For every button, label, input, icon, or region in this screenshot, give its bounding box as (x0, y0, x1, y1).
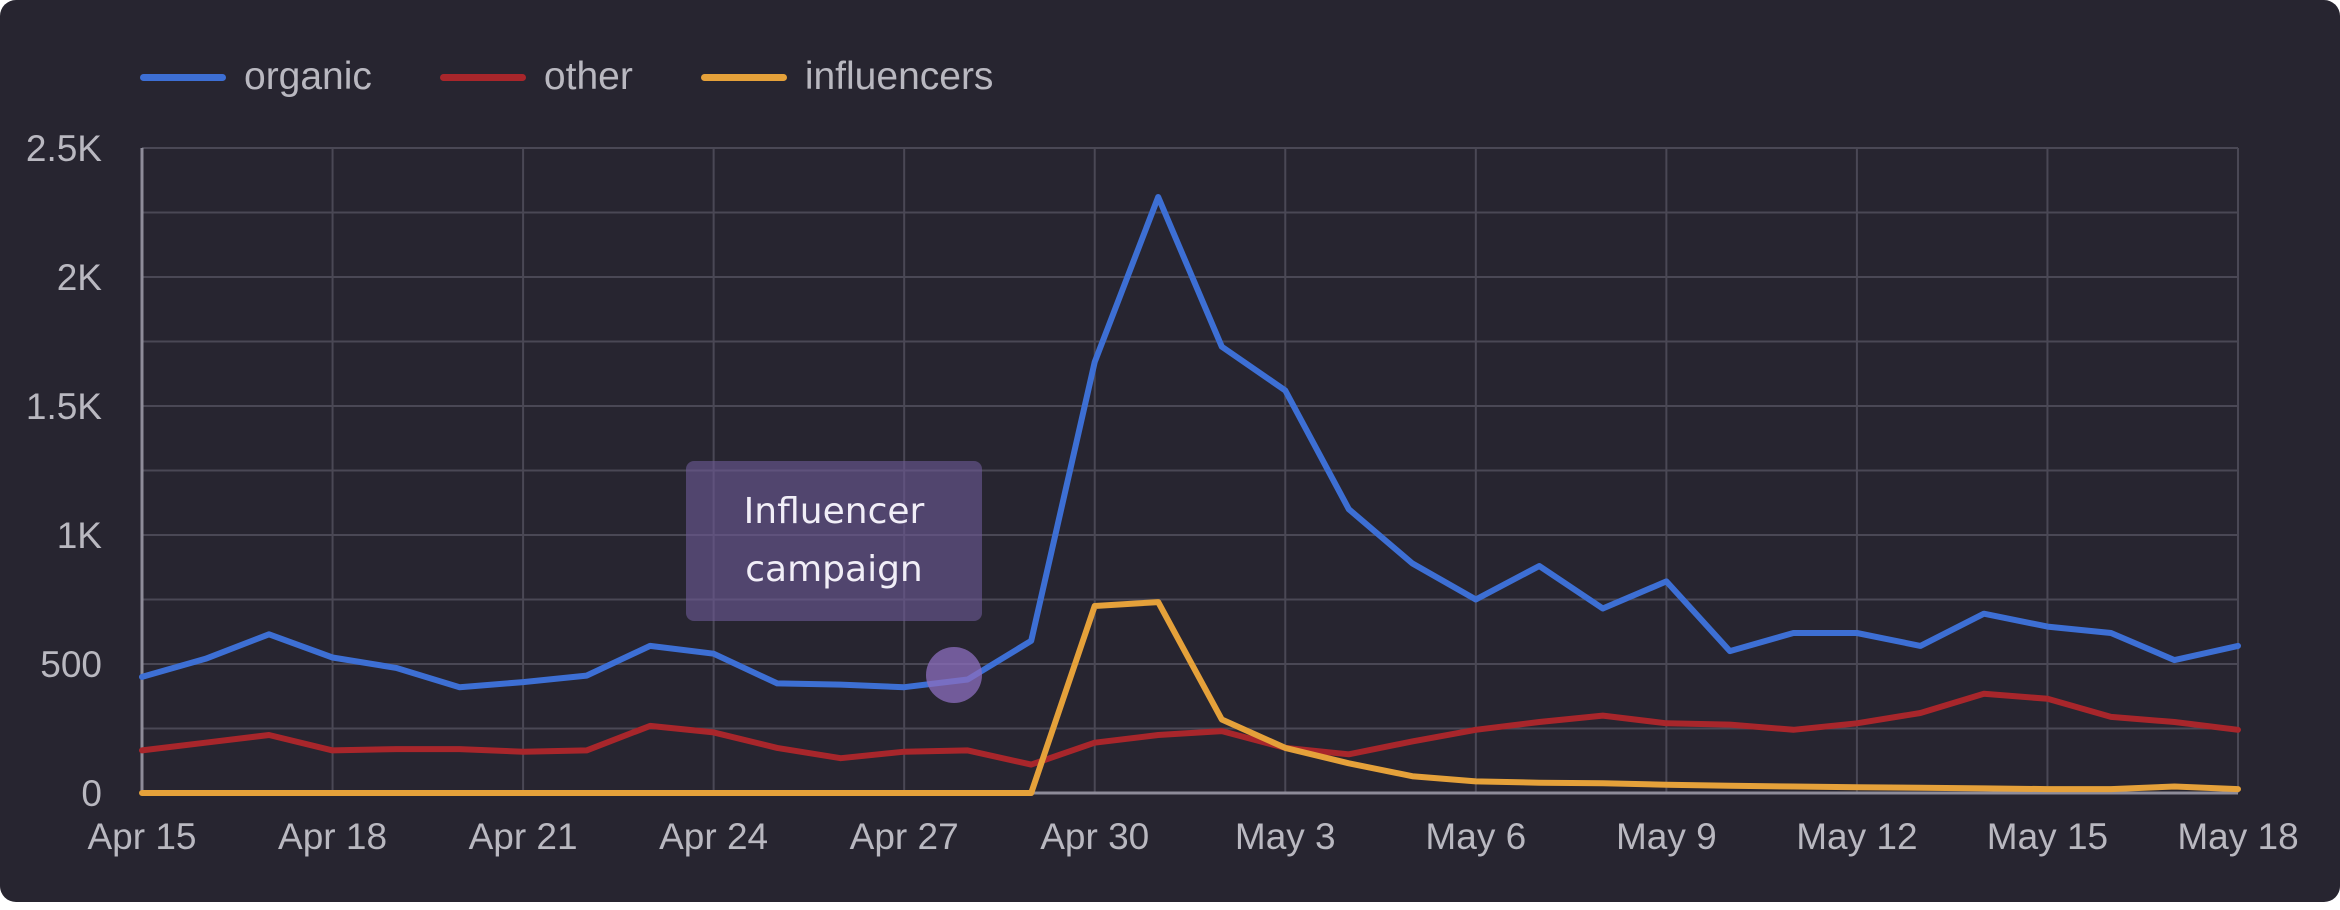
x-tick-label: Apr 30 (1040, 816, 1149, 857)
x-tick-label: Apr 21 (469, 816, 578, 857)
x-tick-label: May 6 (1425, 816, 1526, 857)
x-tick-label: Apr 27 (850, 816, 959, 857)
legend-item-other[interactable]: other (439, 55, 633, 99)
series-line-influencers[interactable] (139, 599, 2241, 796)
x-tick-label: May 18 (2177, 816, 2298, 857)
y-tick-label: 2.5K (26, 128, 102, 169)
annotation-box: Influencer campaign (686, 461, 982, 621)
legend-swatch-influencers (700, 73, 787, 81)
x-tick-label: May 3 (1235, 816, 1336, 857)
y-tick-label: 1.5K (26, 386, 102, 427)
series-line-organic[interactable] (139, 194, 2241, 691)
x-tick-label: May 15 (1987, 816, 2108, 857)
legend-label-other: other (543, 55, 633, 98)
chart-legend: organic other influencers (140, 52, 1061, 102)
legend-label-influencers: influencers (804, 55, 994, 98)
x-tick-label: Apr 15 (87, 816, 196, 857)
annotation-marker[interactable] (926, 647, 982, 703)
annotation-text: Influencer campaign (743, 491, 925, 590)
y-tick-label: 500 (40, 644, 102, 685)
series-line-other[interactable] (139, 690, 2241, 768)
legend-label-organic: organic (244, 55, 372, 98)
y-tick-label: 0 (81, 773, 102, 814)
x-tick-label: Apr 18 (278, 816, 387, 857)
y-tick-label: 2K (57, 257, 103, 298)
x-tick-label: May 9 (1616, 816, 1717, 857)
legend-swatch-other (439, 73, 526, 81)
x-tick-label: Apr 24 (659, 816, 768, 857)
legend-swatch-organic (140, 73, 226, 81)
legend-item-influencers[interactable]: influencers (700, 55, 994, 99)
x-tick-label: May 12 (1796, 816, 1917, 857)
y-tick-label: 1K (57, 515, 103, 556)
legend-item-organic[interactable]: organic (140, 55, 372, 99)
